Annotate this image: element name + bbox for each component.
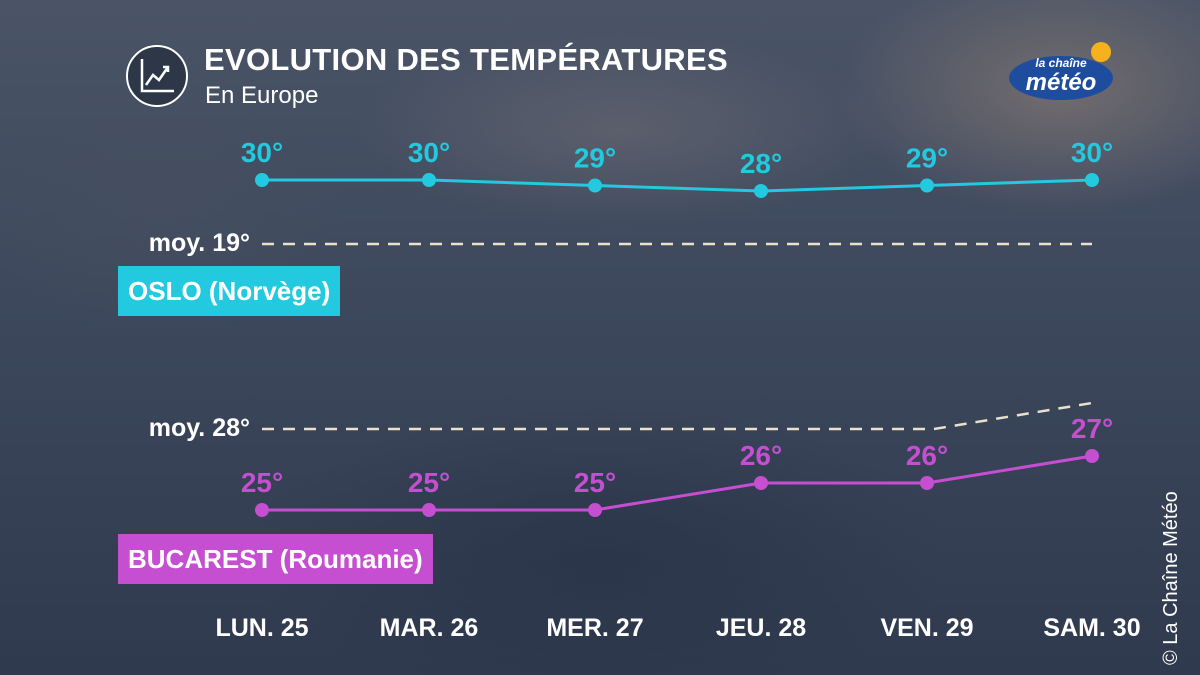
bucarest-legend-label: BUCAREST (Roumanie) (118, 534, 433, 584)
bucarest-data-label: 25° (408, 467, 450, 498)
bucarest-data-label: 26° (740, 440, 782, 471)
chart-title: EVOLUTION DES TEMPÉRATURES (204, 42, 728, 77)
bucarest-average-label: moy. 28° (148, 414, 250, 442)
bucarest-point (920, 476, 934, 490)
bucarest-average-line (262, 401, 1093, 431)
chart-subtitle: En Europe (205, 82, 319, 109)
bucarest-point (255, 503, 269, 517)
logo-line2: météo (1026, 69, 1097, 96)
oslo-line (262, 178, 1093, 193)
x-tick-label: MER. 27 (546, 614, 643, 642)
oslo-data-label: 30° (1071, 137, 1113, 168)
bucarest-data-label: 27° (1071, 413, 1113, 444)
bucarest-line (262, 454, 1093, 512)
oslo-data-label: 30° (408, 137, 450, 168)
bucarest-data-label: 25° (574, 467, 616, 498)
copyright-text: © La Chaîne Météo (1160, 491, 1182, 665)
x-tick-label: JEU. 28 (716, 614, 806, 642)
oslo-point (588, 178, 602, 193)
logo-line1: la chaîne (1035, 56, 1087, 70)
bucarest-series: 25° 25° 25° 26° 26° 27° (241, 413, 1113, 517)
oslo-data-label: 29° (574, 143, 616, 174)
x-tick-label: VEN. 29 (880, 614, 973, 642)
oslo-point (255, 173, 269, 187)
x-axis-ticks: LUN. 25 MAR. 26 MER. 27 JEU. 28 VEN. 29 SAM. … (215, 614, 1140, 642)
oslo-legend-label: OSLO (Norvège) (118, 266, 341, 316)
line-chart-icon (126, 45, 188, 107)
oslo-point (1085, 173, 1099, 187)
oslo-series: 30° 30° 29° 28° 29° 30° (241, 137, 1113, 198)
bucarest-point (1085, 449, 1099, 463)
oslo-point (754, 184, 768, 198)
x-tick-label: LUN. 25 (215, 614, 308, 642)
bucarest-point (422, 503, 436, 517)
bucarest-point (588, 503, 602, 517)
x-tick-label: SAM. 30 (1043, 614, 1140, 642)
bucarest-data-label: 26° (906, 440, 948, 471)
x-tick-label: MAR. 26 (380, 614, 479, 642)
oslo-point (920, 178, 934, 193)
oslo-data-label: 28° (740, 148, 782, 179)
bucarest-data-label: 25° (241, 467, 283, 498)
oslo-data-label: 30° (241, 137, 283, 168)
oslo-data-label: 29° (906, 143, 948, 174)
bucarest-point (754, 476, 768, 490)
oslo-point (422, 173, 436, 187)
oslo-average-label: moy. 19° (148, 229, 250, 257)
la-chaine-meteo-logo: la chaîne météo (1009, 42, 1113, 100)
